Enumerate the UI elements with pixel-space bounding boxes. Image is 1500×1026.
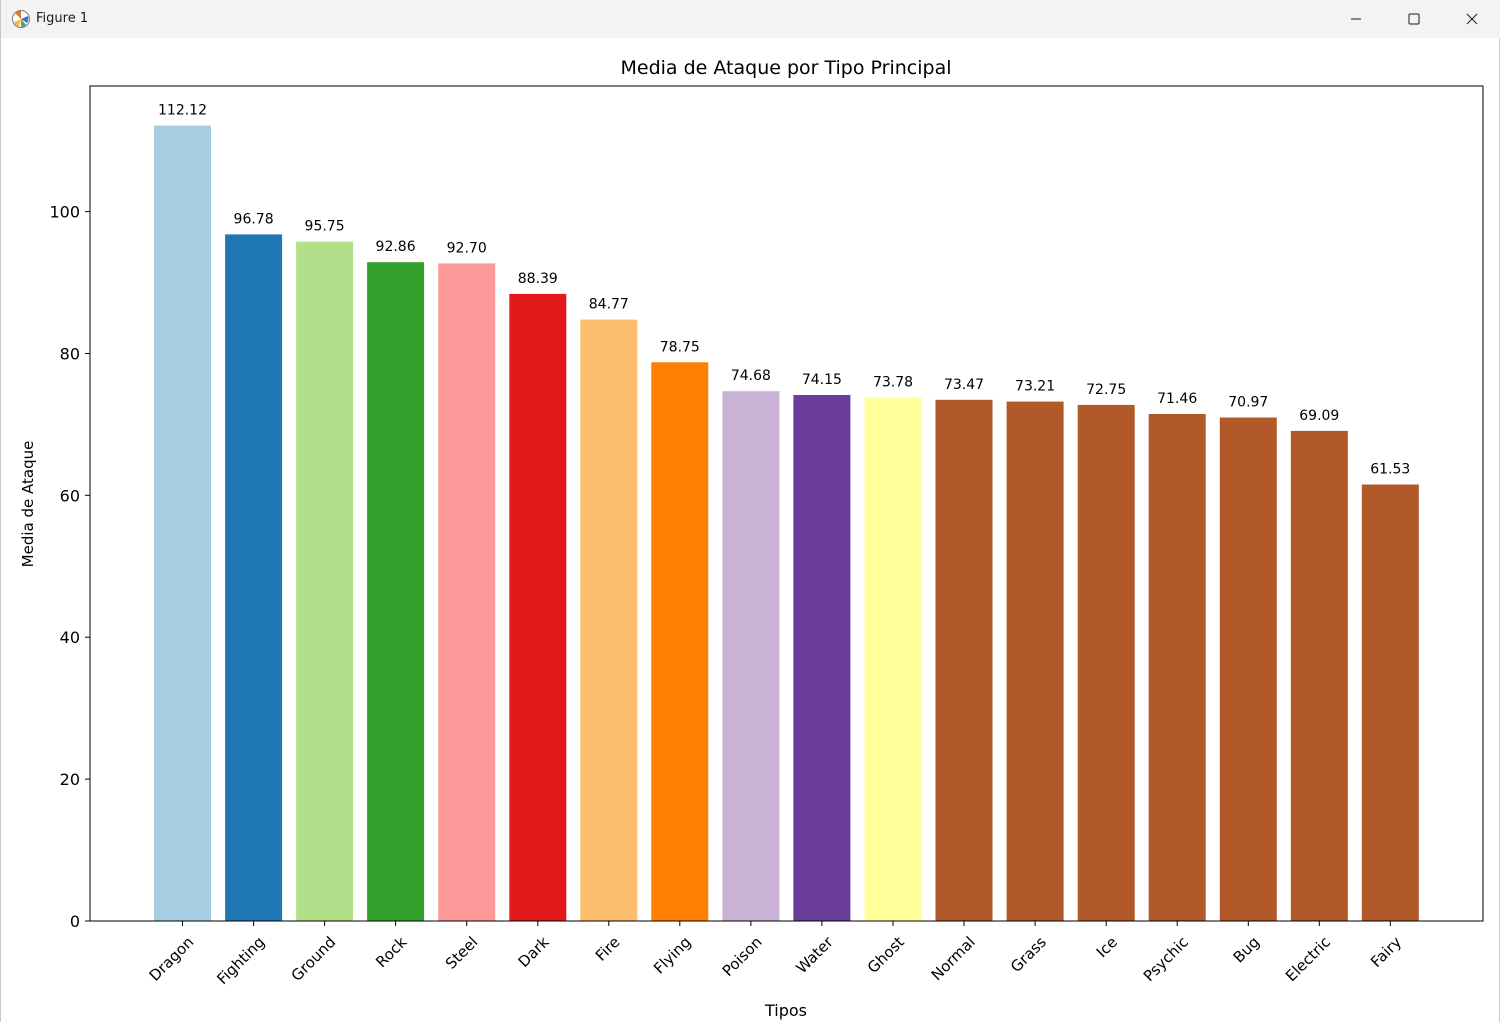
y-tick-label: 100: [49, 203, 80, 222]
y-tick-label: 80: [60, 345, 80, 364]
minimize-icon: [1351, 18, 1361, 20]
bar-fairy: [1361, 484, 1419, 921]
data-label-ghost: 73.78: [873, 375, 913, 391]
bar-dark: [509, 293, 567, 921]
bar-electric: [1290, 430, 1348, 921]
bar-bug: [1219, 417, 1277, 921]
title-bar[interactable]: Figure 1: [1, 0, 1500, 38]
maximize-icon: [1408, 13, 1420, 25]
bar-dragon: [154, 125, 211, 922]
data-label-fire: 84.77: [589, 297, 629, 313]
x-axis-label: Tipos: [764, 1001, 807, 1020]
bar-fighting: [225, 234, 283, 921]
bar-fire: [580, 319, 638, 922]
maximize-button[interactable]: [1385, 0, 1443, 38]
bar-ghost: [864, 397, 922, 922]
x-tick-label-normal: Normal: [928, 933, 979, 984]
plot-frame: [89, 85, 1484, 922]
x-tick-label-poison: Poison: [719, 933, 766, 980]
minimize-button[interactable]: [1327, 0, 1385, 38]
y-tick-label: 60: [60, 486, 80, 505]
close-button[interactable]: [1443, 0, 1500, 38]
bar-ground: [296, 241, 354, 921]
x-tick-label-ice: Ice: [1093, 933, 1121, 961]
y-tick-label: 0: [70, 912, 80, 931]
bar-poison: [722, 391, 780, 921]
data-label-steel: 92.70: [447, 240, 487, 256]
x-tick-label-flying: Flying: [650, 933, 694, 977]
x-tick-label-dark: Dark: [515, 933, 553, 971]
x-tick-label-fire: Fire: [592, 933, 624, 965]
data-label-psychic: 71.46: [1157, 391, 1197, 407]
chart-canvas: Media de Ataque por Tipo Principal Media…: [1, 38, 1500, 1022]
x-tick-label-ghost: Ghost: [864, 933, 908, 977]
x-tick-label-rock: Rock: [372, 933, 410, 971]
data-label-flying: 78.75: [660, 339, 700, 355]
bar-water: [793, 395, 851, 921]
data-label-normal: 73.47: [944, 377, 984, 393]
matplotlib-icon: [12, 10, 30, 28]
bar-normal: [935, 399, 993, 921]
bar-psychic: [1148, 414, 1206, 921]
bar-flying: [651, 362, 709, 921]
y-axis-label: Media de Ataque: [19, 441, 37, 568]
bar-chart: Media de Ataque por Tipo Principal Media…: [19, 57, 1484, 1020]
bar-steel: [438, 263, 496, 921]
x-tick-label-fairy: Fairy: [1367, 933, 1405, 971]
data-label-electric: 69.09: [1299, 408, 1339, 424]
data-label-poison: 74.68: [731, 368, 771, 384]
chart-title: Media de Ataque por Tipo Principal: [620, 57, 951, 79]
window-title: Figure 1: [36, 11, 89, 26]
y-tick-label: 20: [60, 770, 80, 789]
data-label-ice: 72.75: [1086, 382, 1126, 398]
x-tick-label-bug: Bug: [1230, 933, 1263, 966]
data-label-ground: 95.75: [305, 219, 345, 235]
x-tick-label-psychic: Psychic: [1140, 933, 1192, 985]
data-label-dark: 88.39: [518, 271, 558, 287]
x-tick-label-fighting: Fighting: [213, 933, 268, 988]
data-label-fighting: 96.78: [234, 211, 274, 227]
data-label-rock: 92.86: [376, 239, 416, 255]
close-icon: [1466, 13, 1478, 25]
data-label-fairy: 61.53: [1370, 462, 1410, 478]
x-tick-label-water: Water: [793, 932, 838, 977]
x-tick-label-electric: Electric: [1282, 933, 1334, 985]
x-tick-label-ground: Ground: [288, 933, 340, 985]
y-tick-label: 40: [60, 628, 80, 647]
data-label-bug: 70.97: [1228, 395, 1268, 411]
bars-group: 112.12 96.78 95.75 92.86 92.70 88.39 84.77 78.7…: [154, 103, 1419, 922]
data-label-grass: 73.21: [1015, 379, 1055, 395]
bar-rock: [367, 262, 425, 921]
data-label-water: 74.15: [802, 372, 842, 388]
x-tick-label-dragon: Dragon: [146, 933, 198, 985]
x-tick-label-steel: Steel: [442, 933, 482, 973]
bar-ice: [1077, 404, 1135, 921]
x-tick-label-grass: Grass: [1007, 933, 1050, 976]
data-label-dragon: 112.12: [158, 103, 207, 119]
bar-grass: [1006, 401, 1064, 922]
